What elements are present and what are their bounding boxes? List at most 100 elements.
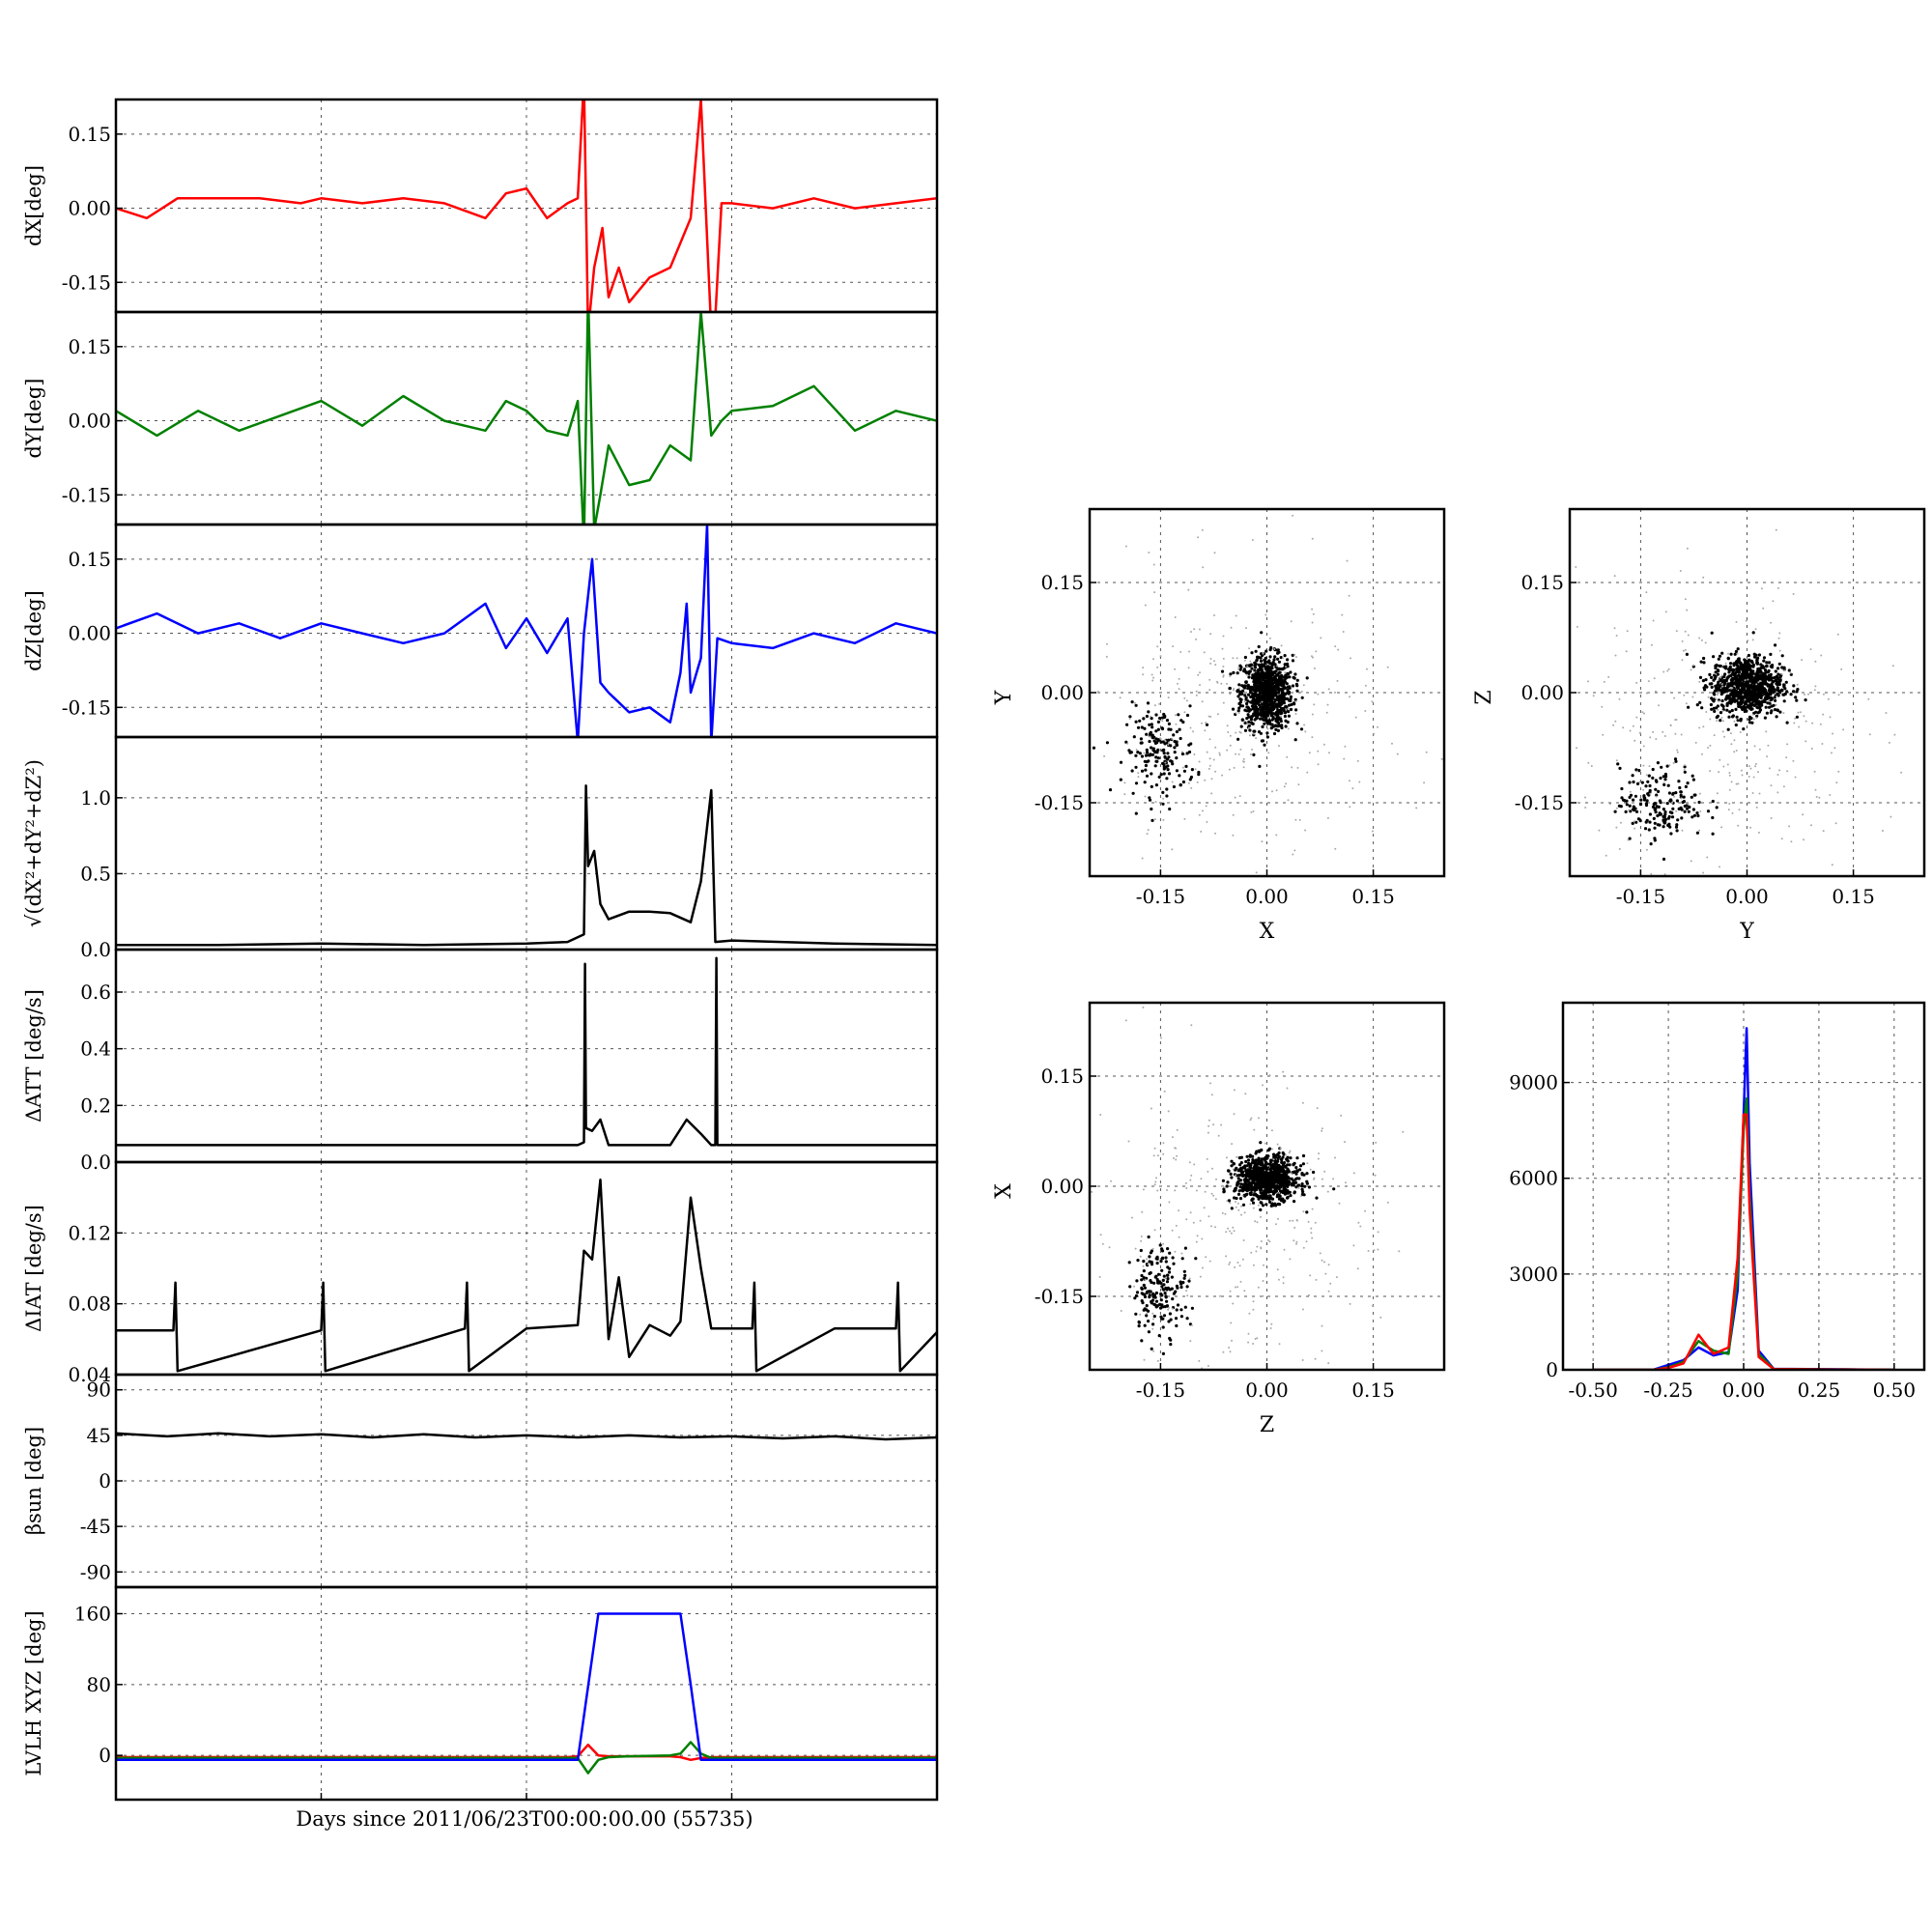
zx-ytick-label: -0.15 (1035, 1285, 1084, 1308)
zx-point (1185, 1187, 1188, 1189)
yz-point (1671, 792, 1675, 796)
zx-point (1261, 1204, 1265, 1208)
yz-point (1644, 784, 1648, 788)
yz-point (1707, 696, 1710, 698)
xy-point (1254, 685, 1258, 689)
zx-point (1244, 1183, 1248, 1187)
xy-point (1289, 670, 1293, 674)
yz-point (1684, 630, 1687, 633)
xy-point (1161, 790, 1165, 795)
yz-point (1645, 591, 1648, 594)
yz-point (1735, 620, 1738, 623)
xy-point (1160, 726, 1165, 731)
yz-point (1726, 763, 1729, 766)
xy-point (1317, 763, 1320, 766)
yz-point (1618, 697, 1621, 700)
zx-point (1280, 1160, 1284, 1164)
zx-point (1135, 1291, 1140, 1294)
zx-point (1108, 1246, 1111, 1249)
zx-point (1260, 1201, 1264, 1205)
yz-point (1592, 695, 1595, 697)
zx-point (1344, 1141, 1347, 1144)
dx-ytick-label: -0.15 (62, 270, 111, 294)
zx-point (1206, 1157, 1208, 1160)
xy-point (1150, 717, 1153, 721)
yz-point (1748, 686, 1752, 690)
yz-point (1776, 688, 1780, 692)
zx-point (1285, 1157, 1289, 1161)
yz-point (1685, 702, 1688, 705)
xy-point (1204, 729, 1207, 732)
dz-series-0 (116, 525, 937, 737)
zx-point (1173, 1157, 1175, 1159)
zx-point (1195, 1189, 1198, 1192)
xy-point (1165, 794, 1169, 798)
xy-point (1189, 775, 1193, 780)
xy-point (1291, 653, 1294, 658)
zx-point (1277, 1217, 1279, 1220)
zx-point (1257, 1372, 1259, 1374)
zx-point (1299, 1164, 1303, 1168)
yz-point (1759, 666, 1763, 669)
xy-point (1154, 783, 1158, 787)
yz-point (1648, 765, 1651, 768)
xy-point (1342, 631, 1345, 633)
xy-point (1246, 706, 1251, 710)
zx-point (1148, 1255, 1151, 1259)
xy-point (1147, 710, 1151, 714)
zx-point (1248, 1312, 1251, 1315)
yz-point (1731, 668, 1735, 673)
yz-point (1662, 781, 1665, 784)
zx-point (1198, 1359, 1201, 1362)
xy-point (1295, 678, 1299, 682)
yz-point (1697, 800, 1701, 805)
zx-point (1098, 1275, 1101, 1278)
xy-point (1163, 714, 1167, 719)
zx-point (1176, 1128, 1179, 1131)
zx-point (1269, 1164, 1273, 1168)
yz-point (1662, 814, 1665, 819)
xy-point (1214, 832, 1216, 835)
xy-point (1119, 778, 1122, 781)
yz-point (1728, 788, 1731, 791)
xy-point (1224, 903, 1226, 905)
yz-point (1690, 860, 1692, 863)
xy-point (1143, 726, 1147, 730)
zx-point (1282, 1282, 1285, 1285)
zx-point (1308, 1293, 1311, 1296)
xy-point (1259, 687, 1263, 692)
zx-point (1257, 1150, 1261, 1153)
yz-point (1638, 781, 1641, 783)
zx-point (1171, 1256, 1175, 1260)
xy-point (1386, 666, 1389, 668)
yz-point (1584, 796, 1586, 799)
zx-point (1264, 1203, 1268, 1207)
yz-point (1798, 725, 1801, 728)
yz-point (1735, 750, 1738, 752)
yz-point (1627, 838, 1630, 841)
zx-point (1305, 1419, 1307, 1421)
xy-point (1260, 705, 1264, 709)
yz-point (1790, 840, 1793, 843)
yz-point (1700, 753, 1703, 755)
yz-point (1650, 643, 1653, 646)
yz-point (1737, 782, 1740, 785)
yz-point (1792, 592, 1795, 595)
zx-point (1332, 1187, 1336, 1191)
yz-point (1802, 813, 1804, 816)
zx-point (1101, 1242, 1104, 1245)
zx-point (1230, 1159, 1234, 1163)
xy-point (1232, 689, 1235, 692)
xy-point (1238, 697, 1242, 701)
xy-point (1243, 694, 1247, 697)
xy-point (1149, 730, 1152, 734)
xy-point (1290, 702, 1293, 707)
zx-point (1236, 1169, 1240, 1173)
yz-point (1776, 692, 1779, 696)
zx-point (1262, 1187, 1264, 1190)
yz-point (1634, 827, 1635, 830)
xy-point (1248, 688, 1252, 692)
yz-point (1667, 822, 1671, 826)
yz-point (1708, 672, 1712, 677)
